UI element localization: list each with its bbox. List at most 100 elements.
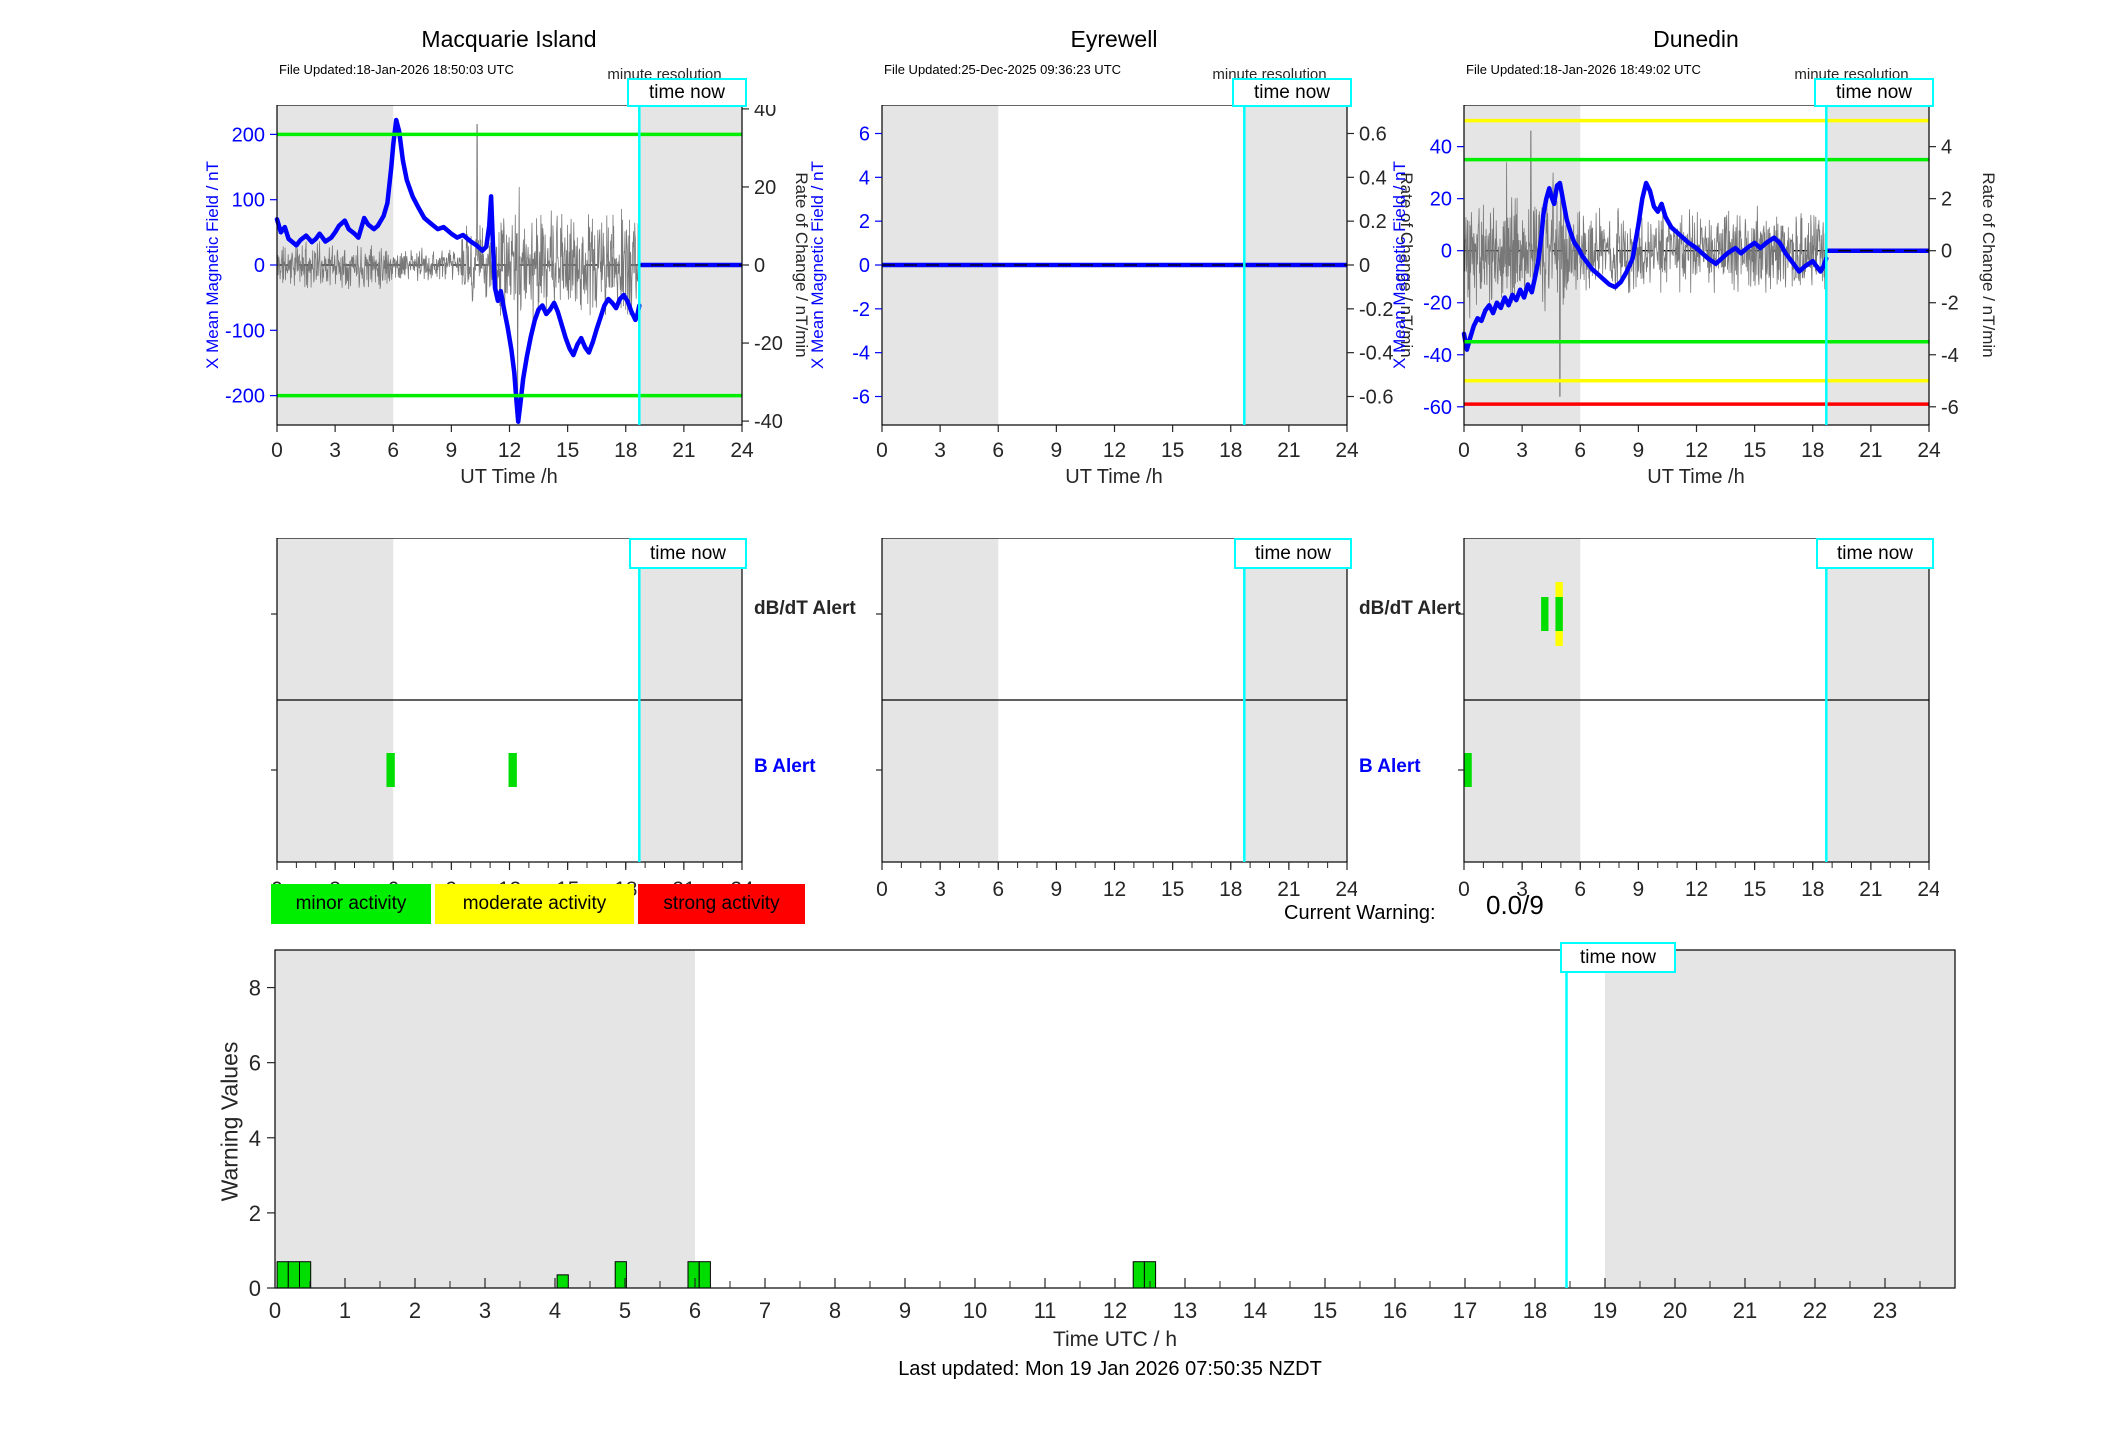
x-tick-label: 2 <box>409 1298 421 1323</box>
x-tick-label: 0 <box>271 439 283 462</box>
current-warning-label: Current Warning: <box>1284 902 1436 924</box>
x-axis-label: UT Time /h <box>1065 466 1163 488</box>
x-tick-label: 6 <box>1574 878 1586 901</box>
offline-shade-region <box>275 950 695 1288</box>
y-right-tick-label: 20 <box>754 177 776 199</box>
x-tick-label: 0 <box>876 878 888 901</box>
x-tick-label: 12 <box>1685 878 1708 901</box>
b-alert-bar <box>508 753 517 787</box>
x-tick-label: 11 <box>1034 1298 1057 1323</box>
x-tick-label: 3 <box>1516 878 1528 901</box>
legend-moderate-activity: moderate activity <box>435 884 634 924</box>
x-tick-label: 24 <box>1335 439 1359 462</box>
y-left-tick-label: -40 <box>1423 345 1452 367</box>
y-tick-label: 4 <box>249 1126 261 1151</box>
time-now-flag: time now <box>629 538 747 569</box>
x-tick-label: 13 <box>1173 1298 1197 1323</box>
time-now-flag: time now <box>1816 538 1934 569</box>
y-left-tick-label: 4 <box>859 167 870 189</box>
y-left-tick-label: -100 <box>225 320 265 342</box>
y-left-tick-label: 40 <box>1430 137 1452 159</box>
rate-of-change-trace <box>1463 130 1827 397</box>
x-tick-label: 24 <box>1917 878 1939 901</box>
x-tick-label: 18 <box>1801 878 1824 901</box>
dbdt-alert-row-label: dB/dT Alert <box>1359 598 1461 619</box>
y-left-tick-label: -20 <box>1423 293 1452 315</box>
time-now-flag: time now <box>1814 78 1934 107</box>
y-left-tick-label: -200 <box>225 386 265 408</box>
warning-x-axis-label: Time UTC / h <box>1052 1328 1178 1351</box>
x-tick-label: 21 <box>672 439 695 462</box>
x-tick-label: 15 <box>556 439 579 462</box>
x-tick-label: 24 <box>730 439 754 462</box>
x-axis-label: UT Time /h <box>460 466 558 488</box>
x-tick-label: 9 <box>1633 878 1645 901</box>
y-right-tick-label: -20 <box>754 333 783 355</box>
y-right-tick-label: 40 <box>754 105 776 121</box>
x-tick-label: 15 <box>1743 878 1766 901</box>
x-tick-label: 6 <box>387 439 399 462</box>
time-now-flag: time now <box>627 78 747 107</box>
y-left-tick-label: -2 <box>852 299 870 321</box>
x-tick-label: 12 <box>1103 1298 1127 1323</box>
x-tick-label: 1 <box>339 1298 351 1323</box>
y-left-tick-label: 0 <box>254 255 265 277</box>
file-updated-note: File Updated:18-Jan-2026 18:50:03 UTC <box>279 62 514 77</box>
x-tick-label: 17 <box>1453 1298 1477 1323</box>
x-tick-label: 15 <box>1743 439 1766 462</box>
file-updated-note: File Updated:18-Jan-2026 18:49:02 UTC <box>1466 62 1701 77</box>
y-tick-label: 0 <box>249 1276 261 1301</box>
last-updated-text: Last updated: Mon 19 Jan 2026 07:50:35 N… <box>898 1358 1322 1380</box>
x-tick-label: 12 <box>1103 878 1126 901</box>
time-now-flag: time now <box>1560 942 1676 973</box>
x-tick-label: 9 <box>446 439 458 462</box>
time-now-flag: time now <box>1234 538 1352 569</box>
x-tick-label: 9 <box>1051 439 1063 462</box>
x-tick-label: 7 <box>759 1298 771 1323</box>
y-right-tick-label: -6 <box>1941 397 1959 419</box>
current-warning-value: 0.0/9 <box>1486 890 1544 920</box>
x-tick-label: 10 <box>963 1298 987 1323</box>
warning-value-bar <box>287 1261 301 1289</box>
x-tick-label: 0 <box>876 439 888 462</box>
x-tick-label: 22 <box>1803 1298 1827 1323</box>
x-tick-label: 6 <box>1574 439 1586 462</box>
y-left-tick-label: 0 <box>859 255 870 277</box>
x-tick-label: 12 <box>1103 439 1126 462</box>
y-tick-label: 8 <box>249 976 261 1001</box>
b-alert-bar <box>1464 753 1472 787</box>
x-tick-label: 8 <box>829 1298 841 1323</box>
x-tick-label: 3 <box>479 1298 491 1323</box>
x-tick-label: 24 <box>1335 878 1357 901</box>
x-tick-label: 0 <box>269 1298 281 1323</box>
y-right-tick-label: 0.6 <box>1359 123 1387 145</box>
x-tick-label: 15 <box>1313 1298 1337 1323</box>
warning-value-bar <box>299 1261 312 1289</box>
y-right-tick-label: 2 <box>1941 189 1952 211</box>
x-tick-label: 24 <box>1917 439 1941 462</box>
x-tick-label: 18 <box>614 439 637 462</box>
warning-value-bar <box>687 1261 700 1289</box>
field-trace <box>1461 180 1829 352</box>
y-right-tick-label: -0.2 <box>1359 299 1393 321</box>
station-title: Dunedin <box>1653 26 1739 52</box>
x-tick-label: 21 <box>1733 1298 1757 1323</box>
y-right-tick-label: -2 <box>1941 293 1959 315</box>
x-tick-label: 18 <box>1801 439 1824 462</box>
y-left-tick-label: 200 <box>232 124 265 146</box>
y-left-tick-label: 0 <box>1441 241 1452 263</box>
y-right-tick-label: -40 <box>754 411 783 433</box>
x-tick-label: 3 <box>934 878 946 901</box>
x-tick-label: 9 <box>1051 878 1063 901</box>
y-right-tick-label: 0 <box>754 255 765 277</box>
x-tick-label: 9 <box>1633 439 1645 462</box>
x-tick-label: 19 <box>1593 1298 1617 1323</box>
y-right-tick-label: -4 <box>1941 345 1959 367</box>
x-tick-label: 16 <box>1383 1298 1407 1323</box>
